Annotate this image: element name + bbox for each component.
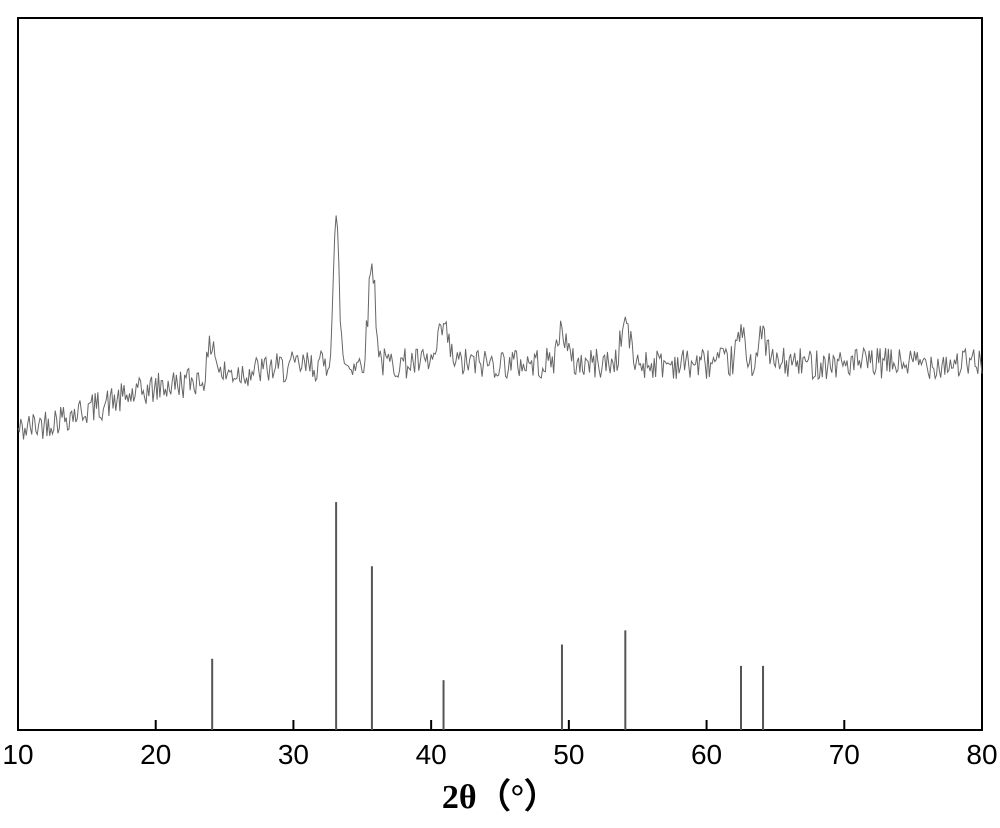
x-tick-label: 60 — [691, 739, 722, 770]
chart-background — [0, 0, 1000, 828]
x-tick-label: 10 — [2, 739, 33, 770]
chart-svg: 10 20 30 40 50 60 70 80 2θ（°） — [0, 0, 1000, 828]
x-axis-label: 2θ（°） — [442, 777, 558, 816]
x-tick-label: 50 — [553, 739, 584, 770]
x-tick-label: 80 — [966, 739, 997, 770]
x-tick-label: 20 — [140, 739, 171, 770]
xrd-chart: 10 20 30 40 50 60 70 80 2θ（°） — [0, 0, 1000, 828]
x-tick-label: 30 — [278, 739, 309, 770]
x-tick-label: 40 — [416, 739, 447, 770]
x-tick-label: 70 — [829, 739, 860, 770]
